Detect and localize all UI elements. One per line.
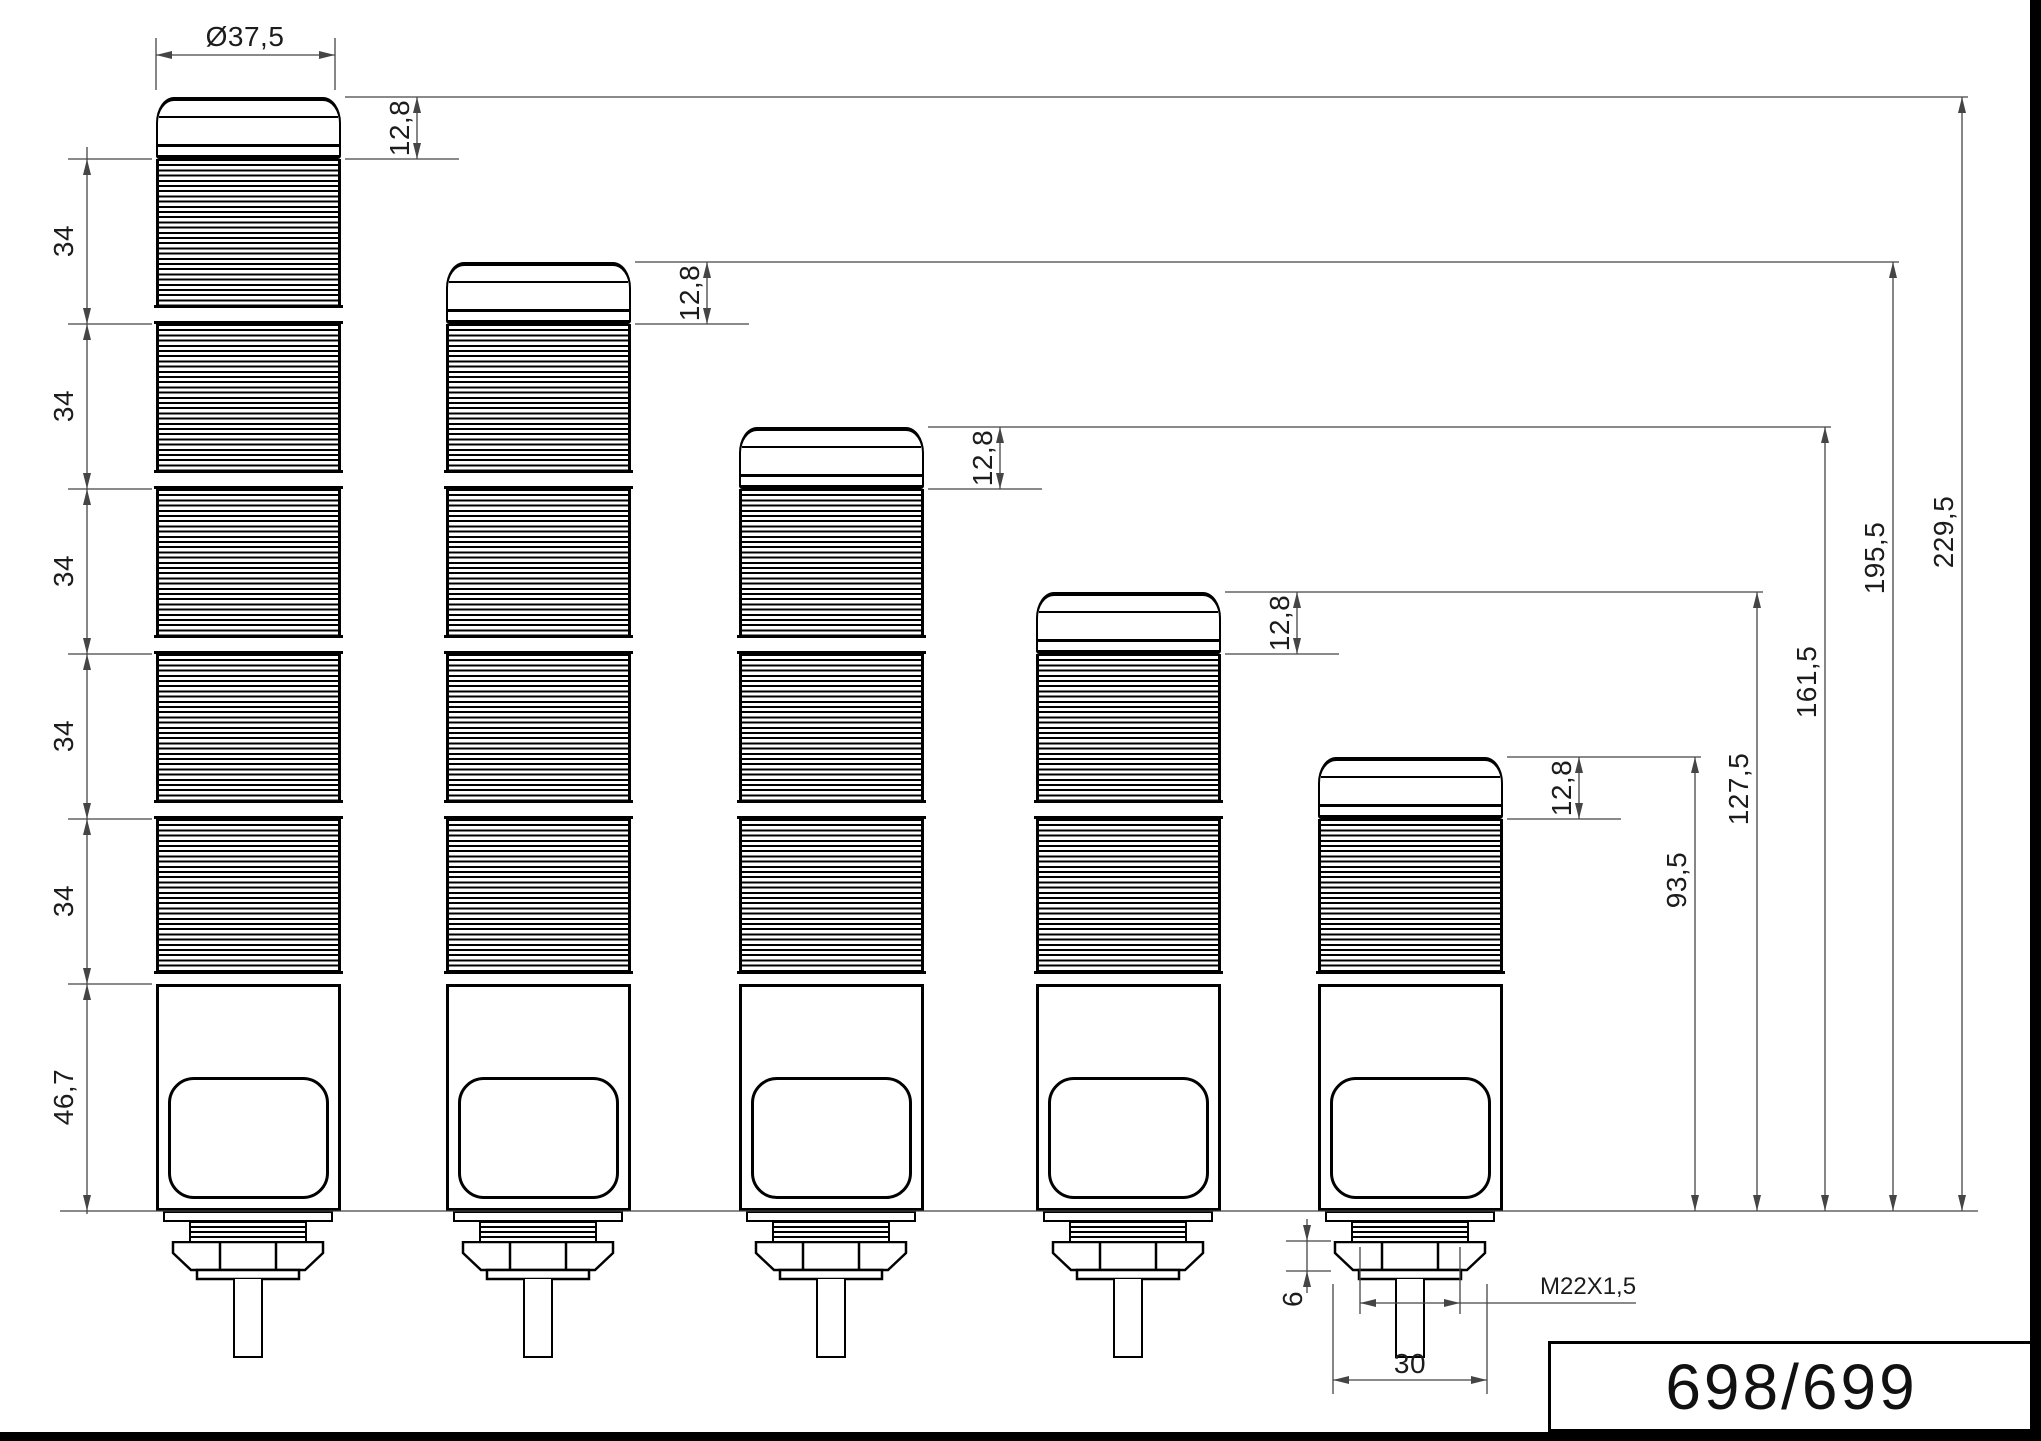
mounting-assembly [746,1211,916,1361]
tower-cap [1318,757,1503,819]
threaded-stud [479,1221,597,1242]
lens-module [737,489,926,654]
dim-label-module-2: 34 [48,389,79,423]
lens-module [154,324,343,489]
cable-stem [1113,1279,1143,1358]
dim-label-cap-height-5: 12,8 [1546,759,1577,817]
base-housing [156,984,341,1211]
label-window [1330,1077,1491,1199]
threaded-stud [1069,1221,1187,1242]
mounting-assembly [1043,1211,1213,1361]
dim-label-overall-127: 127,5 [1723,752,1754,826]
hex-nut [1051,1241,1205,1281]
lens-module [444,324,633,489]
signal-tower-1-tier [1316,757,1505,1211]
tower-cap [156,97,341,159]
lens-module [737,654,926,819]
dim-label-nut-width: 30 [1393,1348,1427,1379]
lens-module [444,654,633,819]
dim-label-cap-height-1: 12,8 [384,99,415,157]
tower-cap [739,427,924,489]
dim-label-module-1: 34 [48,224,79,258]
dim-label-thread: M22X1,5 [1540,1273,1637,1300]
threaded-stud [189,1221,307,1242]
tower-cap [446,262,631,324]
hex-nut [1333,1241,1487,1281]
dim-label-module-4: 34 [48,719,79,753]
cable-stem [523,1279,553,1358]
lens-module [1034,654,1223,819]
tower-cap [1036,592,1221,654]
dim-label-cap-height-3: 12,8 [967,429,998,487]
base-housing [739,984,924,1211]
lens-module [154,654,343,819]
dim-label-cap-height-4: 12,8 [1264,594,1295,652]
cable-stem [1395,1279,1425,1358]
dim-label-nut-height: 6 [1277,1290,1308,1308]
dim-label-base-height: 46,7 [48,1068,79,1126]
dim-label-overall-93: 93,5 [1661,851,1692,909]
signal-tower-2-tier [1034,592,1223,1211]
base-housing [1036,984,1221,1211]
mounting-assembly [163,1211,333,1361]
dim-label-diameter: Ø37,5 [205,21,285,52]
dim-label-module-5: 34 [48,884,79,918]
threaded-stud [772,1221,890,1242]
label-window [168,1077,329,1199]
dim-label-overall-195: 195,5 [1859,521,1890,595]
threaded-stud [1351,1221,1469,1242]
lens-module [154,489,343,654]
label-window [1048,1077,1209,1199]
part-number: 698/699 [1665,1350,1918,1423]
lens-module [1034,819,1223,984]
dim-label-overall-161: 161,5 [1791,645,1822,719]
mounting-assembly [453,1211,623,1361]
signal-tower-4-tier [444,262,633,1211]
cable-stem [816,1279,846,1358]
lens-module [1316,819,1505,984]
title-block: 698/699 [1548,1341,2035,1432]
cable-stem [233,1279,263,1358]
signal-tower-3-tier [737,427,926,1211]
drawing-frame-bottom [0,1432,2041,1441]
hex-nut [461,1241,615,1281]
label-window [458,1077,619,1199]
signal-tower-5-tier [154,97,343,1211]
hex-nut [171,1241,325,1281]
hex-nut [754,1241,908,1281]
dim-label-overall-229: 229,5 [1928,495,1959,569]
drawing-frame-right [2030,0,2041,1441]
dim-label-module-3: 34 [48,554,79,588]
lens-module [737,819,926,984]
label-window [751,1077,912,1199]
base-housing [446,984,631,1211]
lens-module [154,159,343,324]
mounting-assembly [1325,1211,1495,1361]
dim-label-cap-height-2: 12,8 [674,264,705,322]
lens-module [444,489,633,654]
lens-module [154,819,343,984]
base-housing [1318,984,1503,1211]
lens-module [444,819,633,984]
